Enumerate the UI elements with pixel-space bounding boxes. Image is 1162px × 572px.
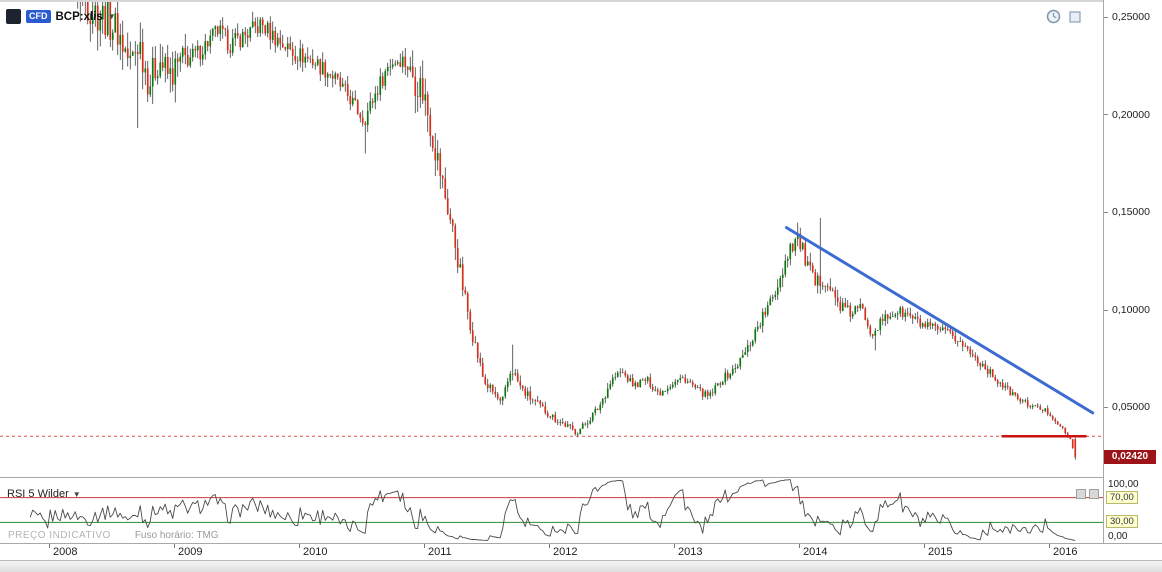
price-axis-separator [1103,0,1104,559]
year-label: 2016 [1053,546,1078,558]
year-label: 2009 [178,546,203,558]
price-chart-canvas[interactable] [0,0,1104,477]
year-label: 2012 [553,546,578,558]
indicator-close-icon[interactable] [1089,489,1099,499]
instrument-symbol: BCP:xlis [55,10,103,23]
year-label: 2014 [803,546,828,558]
chart-toolbar [1046,9,1081,24]
chevron-down-icon[interactable]: ▼ [107,12,116,21]
instrument-selector[interactable]: CFD BCP:xlis ▼ [6,9,116,24]
year-tick [1049,544,1050,548]
indicator-settings-icon[interactable] [1076,489,1086,499]
candle-wicks [77,0,1076,460]
price-axis-label: 0,25000 [1112,11,1150,23]
year-label: 2008 [53,546,78,558]
year-label: 2011 [428,546,452,558]
timezone-label: Fuso horário: TMG [134,530,219,541]
horizontal-scrollbar[interactable] [0,560,1162,572]
window-icon [6,9,21,24]
rsi-level-badge-70: 70,00 [1106,491,1138,504]
price-axis-tick [1104,114,1108,115]
year-tick [924,544,925,548]
price-axis-label: 0,10000 [1112,303,1150,316]
year-tick [549,544,550,548]
chevron-down-icon[interactable]: ▼ [72,489,81,499]
candle-bodies [84,0,1077,458]
year-tick [799,544,800,548]
year-label: 2013 [678,546,703,558]
panel-separator [0,477,1162,478]
rsi-level-0: 0,00 [1108,531,1128,542]
rsi-line [29,479,1076,541]
price-axis-tick [1104,17,1108,18]
time-axis[interactable]: 2008 2009 2010 2011 2012 2013 2014 2015 2016 [0,544,1162,559]
price-axis-tick [1104,407,1108,408]
detach-window-icon[interactable] [1069,10,1081,23]
cfd-badge: CFD [26,10,51,23]
window-top-edge [0,0,1162,2]
price-axis-label: 0,20000 [1112,108,1150,121]
price-axis-tick [1104,310,1108,311]
price-axis-label: 0,15000 [1112,206,1150,218]
trendline[interactable] [785,226,1095,415]
axis-separator [0,543,1162,544]
indicative-price-notice: PREÇO INDICATIVO [8,530,111,541]
year-tick [299,544,300,548]
clock-icon[interactable] [1046,9,1061,24]
chart-footer: PREÇO INDICATIVO Fuso horário: TMG [8,530,219,541]
current-price-badge: 0,02420 [1104,450,1156,464]
year-label: 2010 [303,546,328,558]
rsi-panel-buttons [1076,489,1099,499]
year-tick [49,544,50,548]
price-axis-label: 0,05000 [1112,401,1150,413]
year-tick [174,544,175,548]
year-tick [424,544,425,548]
rsi-level-badge-30: 30,00 [1106,515,1138,528]
year-label: 2015 [928,546,953,558]
rsi-level-100: 100,00 [1108,479,1139,490]
price-axis-tick [1104,212,1108,213]
year-tick [674,544,675,548]
rsi-chart-canvas[interactable] [0,477,1104,543]
rsi-indicator-selector[interactable]: RSI 5 Wilder ▼ [7,488,81,500]
rsi-indicator-label: RSI 5 Wilder [7,488,69,500]
